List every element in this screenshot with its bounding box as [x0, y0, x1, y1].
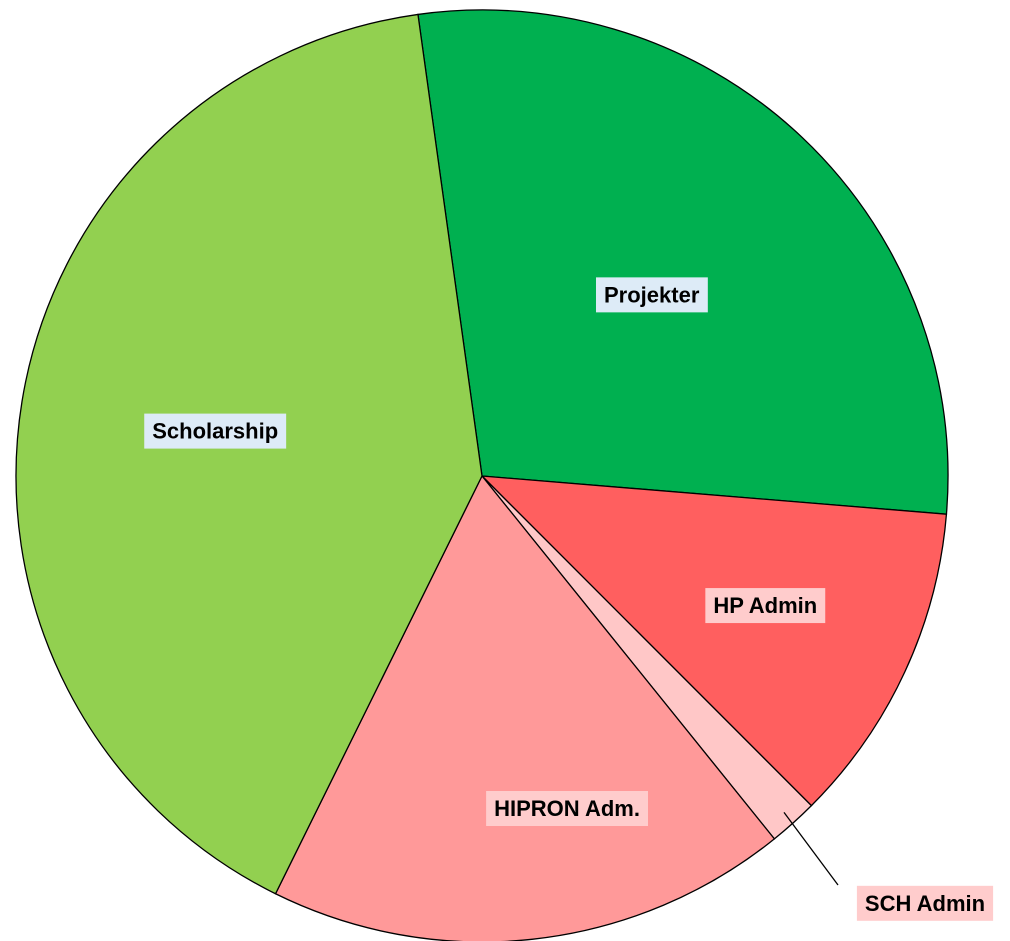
label-background — [705, 588, 826, 624]
pie-slice — [274, 474, 776, 941]
slice-label: HP Admin — [713, 593, 817, 618]
leader-line — [783, 811, 839, 886]
pie-slice — [417, 9, 949, 515]
label-background — [856, 885, 994, 921]
label-background — [486, 790, 648, 826]
pie-slice — [480, 475, 948, 807]
label-background — [596, 277, 708, 313]
slice-label: Projekter — [604, 282, 700, 307]
slice-label: Scholarship — [152, 419, 278, 444]
pie-slice — [15, 13, 483, 895]
slice-label: HIPRON Adm. — [494, 796, 640, 821]
label-background — [144, 413, 287, 449]
slice-label: SCH Admin — [865, 891, 985, 916]
